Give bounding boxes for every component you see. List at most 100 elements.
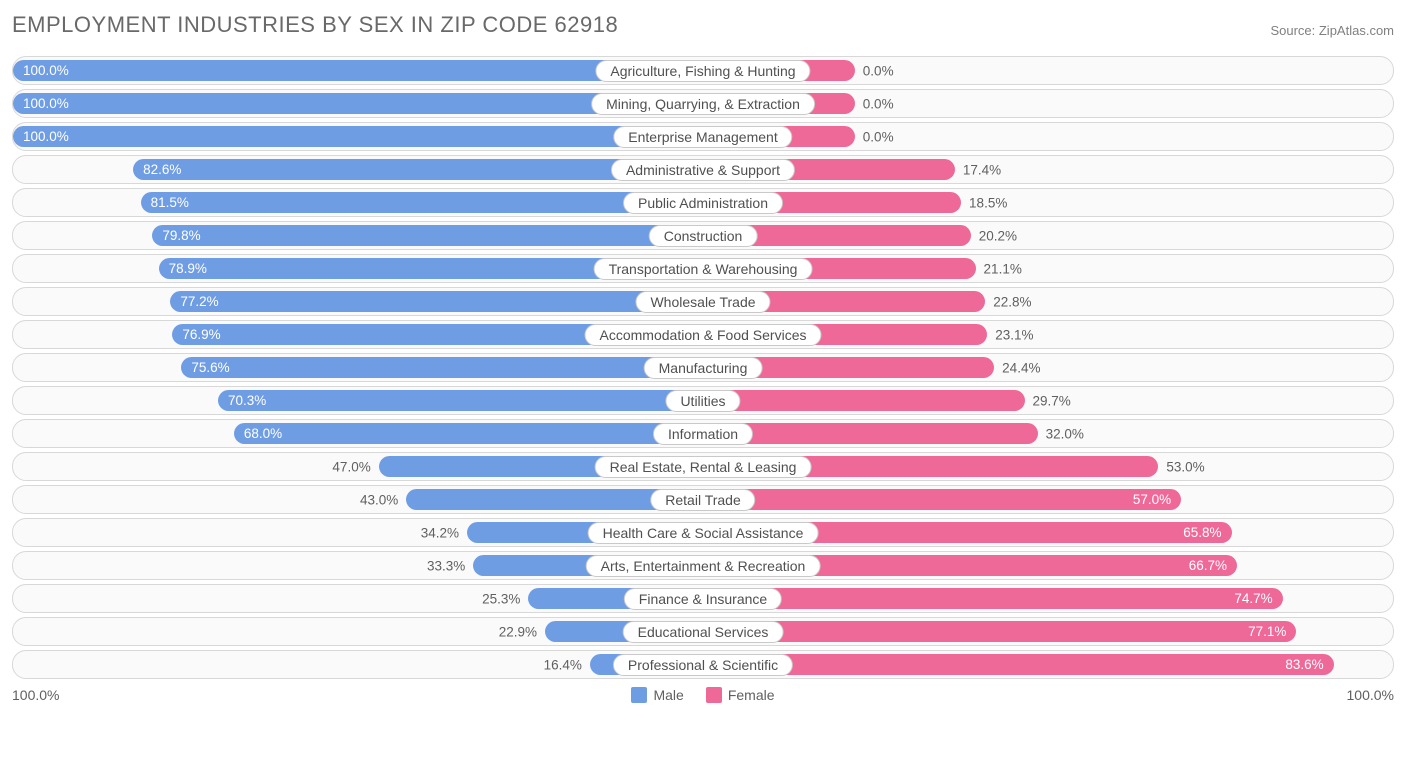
female-value: 24.4%	[1002, 360, 1040, 375]
female-bar	[703, 390, 1025, 411]
chart-row: 79.8% 20.2% Construction	[12, 221, 1394, 250]
male-value: 16.4%	[544, 657, 582, 672]
category-label: Utilities	[665, 390, 740, 412]
category-label: Administrative & Support	[611, 159, 795, 181]
female-value: 0.0%	[863, 96, 894, 111]
category-label: Mining, Quarrying, & Extraction	[591, 93, 815, 115]
male-value: 100.0%	[23, 129, 69, 144]
male-bar: 79.8%	[152, 225, 703, 246]
male-value: 78.9%	[169, 261, 207, 276]
male-value: 47.0%	[332, 459, 370, 474]
chart-row: 82.6% 17.4% Administrative & Support	[12, 155, 1394, 184]
female-value: 23.1%	[995, 327, 1033, 342]
source-label: Source: ZipAtlas.com	[1270, 23, 1394, 38]
axis-right-label: 100.0%	[1347, 687, 1394, 703]
female-bar: 57.0%	[703, 489, 1181, 510]
chart-row: 75.6% 24.4% Manufacturing	[12, 353, 1394, 382]
male-bar: 77.2%	[170, 291, 703, 312]
male-value: 81.5%	[151, 195, 189, 210]
category-label: Accommodation & Food Services	[585, 324, 822, 346]
category-label: Manufacturing	[644, 357, 763, 379]
axis-left-label: 100.0%	[12, 687, 59, 703]
female-value: 20.2%	[979, 228, 1017, 243]
category-label: Educational Services	[623, 621, 784, 643]
chart-row: 100.0% 0.0% Enterprise Management	[12, 122, 1394, 151]
category-label: Health Care & Social Assistance	[588, 522, 819, 544]
female-value: 0.0%	[863, 129, 894, 144]
chart-row: 76.9% 23.1% Accommodation & Food Services	[12, 320, 1394, 349]
female-value: 66.7%	[1189, 558, 1227, 573]
legend-female-label: Female	[728, 687, 775, 703]
male-value: 82.6%	[143, 162, 181, 177]
male-value: 34.2%	[421, 525, 459, 540]
chart-row: 22.9% 77.1% Educational Services	[12, 617, 1394, 646]
female-value: 22.8%	[993, 294, 1031, 309]
chart-row: 100.0% 0.0% Agriculture, Fishing & Hunting	[12, 56, 1394, 85]
category-label: Professional & Scientific	[613, 654, 793, 676]
chart-row: 16.4% 83.6% Professional & Scientific	[12, 650, 1394, 679]
female-value: 21.1%	[984, 261, 1022, 276]
female-swatch	[706, 687, 722, 703]
female-bar: 77.1%	[703, 621, 1296, 642]
male-bar: 70.3%	[218, 390, 703, 411]
female-value: 17.4%	[963, 162, 1001, 177]
legend-female: Female	[706, 687, 775, 703]
category-label: Finance & Insurance	[624, 588, 782, 610]
female-value: 83.6%	[1285, 657, 1323, 672]
legend-male: Male	[631, 687, 683, 703]
male-value: 75.6%	[191, 360, 229, 375]
female-value: 65.8%	[1183, 525, 1221, 540]
female-value: 18.5%	[969, 195, 1007, 210]
category-label: Arts, Entertainment & Recreation	[586, 555, 821, 577]
category-label: Real Estate, Rental & Leasing	[595, 456, 812, 478]
chart-row: 100.0% 0.0% Mining, Quarrying, & Extractio…	[12, 89, 1394, 118]
butterfly-chart: 100.0% 0.0% Agriculture, Fishing & Hunting…	[12, 56, 1394, 679]
chart-row: 78.9% 21.1% Transportation & Warehousing	[12, 254, 1394, 283]
female-bar: 74.7%	[703, 588, 1283, 609]
female-value: 32.0%	[1046, 426, 1084, 441]
male-value: 77.2%	[180, 294, 218, 309]
chart-row: 25.3% 74.7% Finance & Insurance	[12, 584, 1394, 613]
chart-row: 43.0% 57.0% Retail Trade	[12, 485, 1394, 514]
chart-row: 33.3% 66.7% Arts, Entertainment & Recreati…	[12, 551, 1394, 580]
male-value: 25.3%	[482, 591, 520, 606]
female-bar	[703, 423, 1038, 444]
male-value: 68.0%	[244, 426, 282, 441]
male-value: 100.0%	[23, 96, 69, 111]
chart-row: 34.2% 65.8% Health Care & Social Assistanc…	[12, 518, 1394, 547]
chart-row: 47.0% 53.0% Real Estate, Rental & Leasing	[12, 452, 1394, 481]
chart-row: 81.5% 18.5% Public Administration	[12, 188, 1394, 217]
male-value: 100.0%	[23, 63, 69, 78]
male-value: 43.0%	[360, 492, 398, 507]
female-value: 74.7%	[1234, 591, 1272, 606]
category-label: Public Administration	[623, 192, 783, 214]
category-label: Retail Trade	[650, 489, 755, 511]
chart-row: 70.3% 29.7% Utilities	[12, 386, 1394, 415]
category-label: Wholesale Trade	[635, 291, 770, 313]
chart-row: 77.2% 22.8% Wholesale Trade	[12, 287, 1394, 316]
male-value: 22.9%	[499, 624, 537, 639]
male-bar: 100.0%	[13, 126, 703, 147]
female-value: 29.7%	[1033, 393, 1071, 408]
male-bar: 81.5%	[141, 192, 703, 213]
female-bar: 83.6%	[703, 654, 1334, 675]
female-value: 57.0%	[1133, 492, 1171, 507]
male-value: 76.9%	[182, 327, 220, 342]
chart-legend: 100.0% Male Female 100.0%	[12, 687, 1394, 703]
male-value: 70.3%	[228, 393, 266, 408]
female-value: 53.0%	[1166, 459, 1204, 474]
category-label: Construction	[649, 225, 758, 247]
chart-title: EMPLOYMENT INDUSTRIES BY SEX IN ZIP CODE…	[12, 12, 618, 38]
category-label: Information	[653, 423, 753, 445]
male-value: 33.3%	[427, 558, 465, 573]
category-label: Transportation & Warehousing	[594, 258, 813, 280]
male-value: 79.8%	[162, 228, 200, 243]
female-value: 77.1%	[1248, 624, 1286, 639]
female-value: 0.0%	[863, 63, 894, 78]
category-label: Agriculture, Fishing & Hunting	[595, 60, 810, 82]
male-swatch	[631, 687, 647, 703]
male-bar: 68.0%	[234, 423, 703, 444]
male-bar: 75.6%	[181, 357, 703, 378]
legend-male-label: Male	[653, 687, 683, 703]
category-label: Enterprise Management	[613, 126, 792, 148]
